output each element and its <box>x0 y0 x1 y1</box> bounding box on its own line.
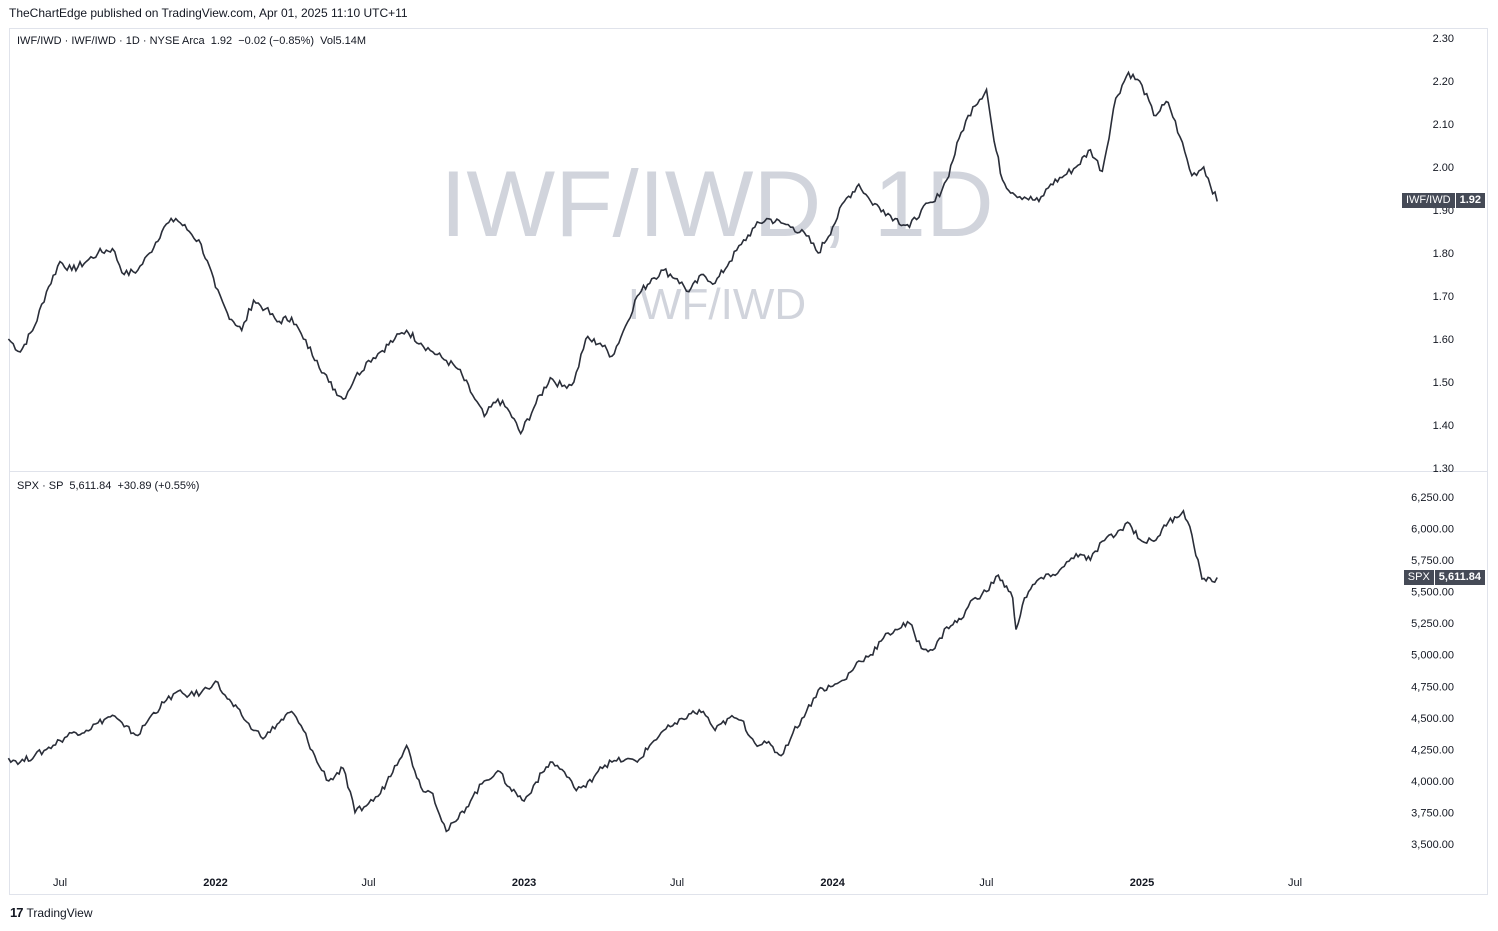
spx-y-tick-label: 6,000.00 <box>1411 524 1454 536</box>
iwf-iwd-y-tick-label: 2.10 <box>1433 119 1454 131</box>
chart-frame <box>9 28 1488 895</box>
iwf-iwd-series-line[interactable] <box>7 70 1218 436</box>
spx-price-symbol: SPX <box>1403 569 1434 585</box>
x-tick-label: 2022 <box>203 877 227 889</box>
x-tick-label: 2023 <box>512 877 536 889</box>
spx-y-tick-label: 4,750.00 <box>1411 681 1454 693</box>
tradingview-logo-icon: 17 <box>10 905 24 920</box>
x-tick-label: Jul <box>670 877 684 889</box>
spx-y-tick-label: 4,250.00 <box>1411 744 1454 756</box>
spx-price-value: 5,611.84 <box>1434 569 1485 585</box>
iwf-iwd-y-tick-label: 2.00 <box>1433 162 1454 174</box>
spx-y-tick-label: 5,500.00 <box>1411 587 1454 599</box>
iwf-iwd-y-tick-label: 2.20 <box>1433 76 1454 88</box>
spx-legend[interactable]: SPX · SP 5,611.84 +30.89 (+0.55%) <box>17 480 200 492</box>
x-tick-label: Jul <box>1288 877 1302 889</box>
x-tick-label: 2025 <box>1130 877 1154 889</box>
x-tick-label: 2024 <box>820 877 845 889</box>
spx-y-tick-label: 5,000.00 <box>1411 650 1454 662</box>
iwf-iwd-y-tick-label: 1.40 <box>1433 420 1454 432</box>
iwf-iwd-y-tick-label: 1.60 <box>1433 334 1454 346</box>
iwf-iwd-y-tick-label: 1.30 <box>1433 463 1454 475</box>
iwf-iwd-price-label: IWF/IWD 1.92 <box>1401 193 1485 209</box>
symbol-watermark: IWF/IWD, 1D <box>440 151 994 256</box>
tradingview-brand: TradingView <box>26 905 93 920</box>
iwf-iwd-y-tick-label: 1.80 <box>1433 248 1454 260</box>
spx-y-tick-label: 5,750.00 <box>1411 555 1454 567</box>
x-tick-label: Jul <box>979 877 993 889</box>
iwf-iwd-legend[interactable]: IWF/IWD · IWF/IWD · 1D · NYSE Arca 1.92 … <box>17 35 367 47</box>
iwf-iwd-price-value: 1.92 <box>1455 193 1485 209</box>
spx-y-tick-label: 3,750.00 <box>1411 807 1454 819</box>
iwf-iwd-price-symbol: IWF/IWD <box>1401 193 1455 209</box>
iwf-iwd-y-tick-label: 2.30 <box>1433 33 1454 45</box>
x-tick-label: Jul <box>362 877 376 889</box>
iwf-iwd-y-tick-label: 1.70 <box>1433 291 1454 303</box>
spx-y-tick-label: 3,500.00 <box>1411 839 1454 851</box>
spx-y-tick-label: 5,250.00 <box>1411 618 1454 630</box>
spx-y-tick-label: 4,000.00 <box>1411 776 1454 788</box>
publisher-header: TheChartEdge published on TradingView.co… <box>9 6 408 20</box>
spx-price-label: SPX 5,611.84 <box>1403 569 1485 585</box>
pane-divider[interactable] <box>10 471 1488 472</box>
x-tick-label: Jul <box>53 877 67 889</box>
spx-y-tick-label: 6,250.00 <box>1411 492 1454 504</box>
spx-y-tick-label: 4,500.00 <box>1411 713 1454 725</box>
spx-series-line[interactable] <box>7 509 1218 833</box>
symbol-watermark-sub: IWF/IWD <box>628 280 806 329</box>
iwf-iwd-y-tick-label: 1.50 <box>1433 377 1454 389</box>
tradingview-footer[interactable]: 17 TradingView <box>10 905 93 920</box>
